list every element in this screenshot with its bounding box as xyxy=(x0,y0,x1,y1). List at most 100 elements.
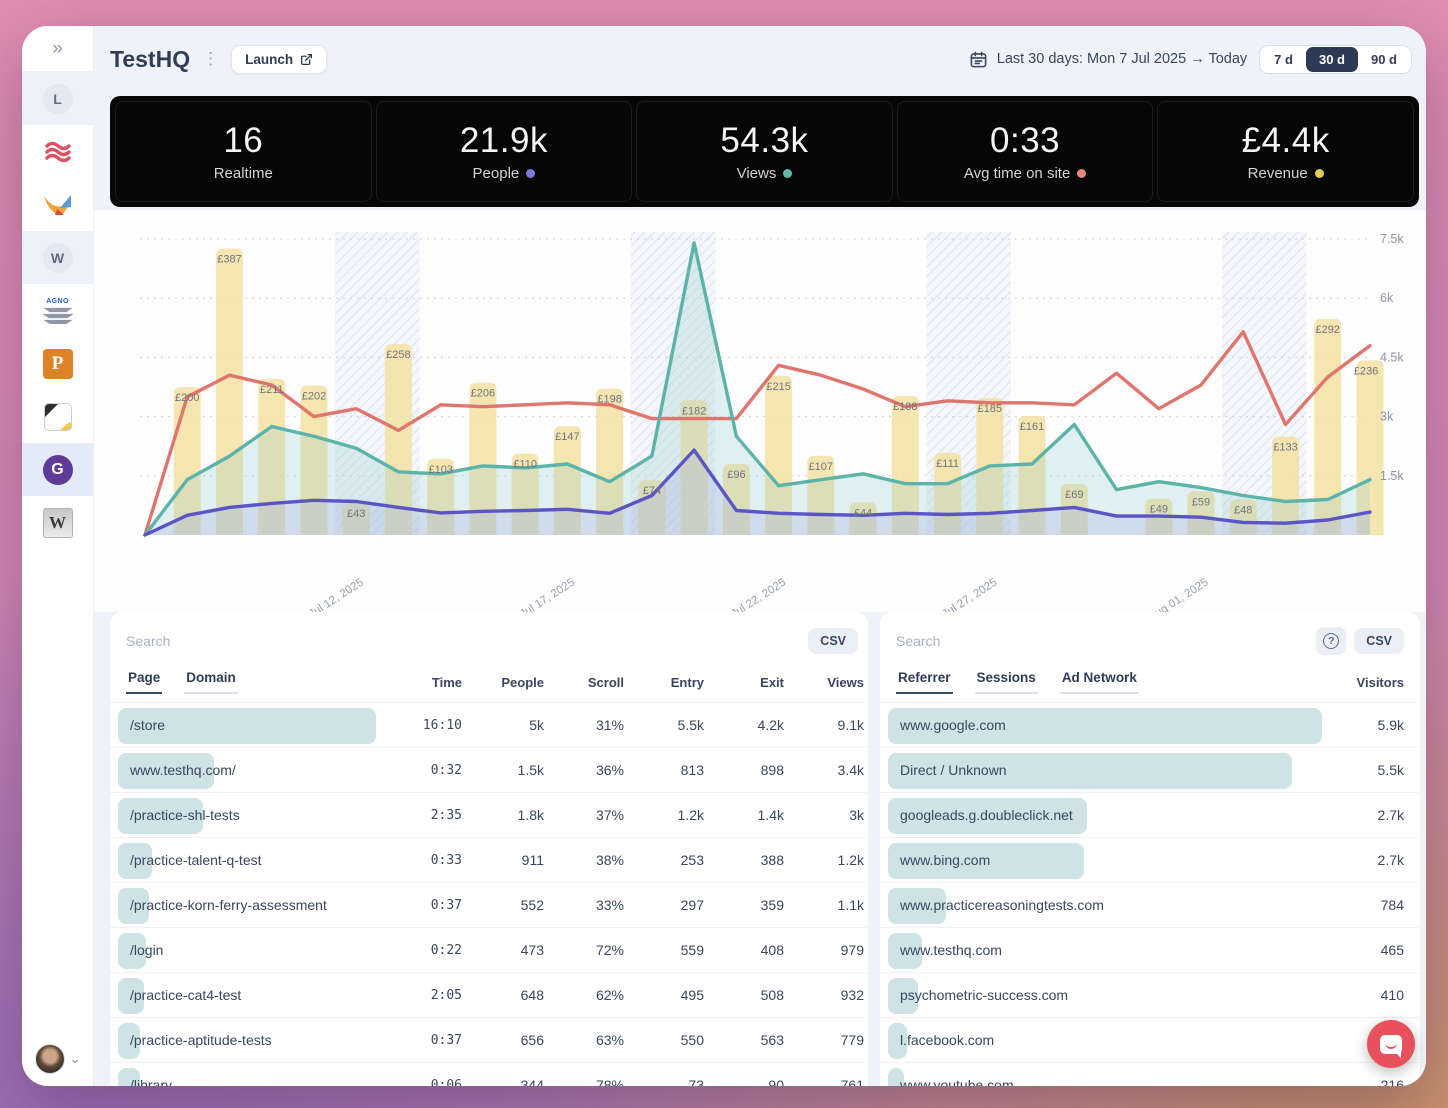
chevron-down-icon: ⌄ xyxy=(69,1051,81,1066)
revenue-bar xyxy=(765,375,793,535)
referrer-domain: www.google.com xyxy=(900,717,1006,733)
page-header: TestHQ ⋮ Launch Last 30 days: Mon 7 Jul … xyxy=(94,26,1426,92)
cell-people: 648 xyxy=(520,987,544,1003)
cell-exit: 508 xyxy=(760,987,784,1003)
pages-panel: CSV Page Domain Time People Scroll Entry… xyxy=(110,612,868,1086)
page-row[interactable]: /practice-talent-q-test 0:33 911 38% 253… xyxy=(110,837,868,882)
sidebar-site-journal[interactable] xyxy=(22,390,93,443)
date-range-picker[interactable]: Last 30 days: Mon 7 Jul 2025 → Today xyxy=(969,50,1247,69)
referrer-row[interactable]: psychometric-success.com 410 xyxy=(880,972,1420,1017)
column-header-scroll: Scroll xyxy=(587,674,624,690)
tab-referrer[interactable]: Referrer xyxy=(896,670,953,694)
revenue-bar-label: £49 xyxy=(1150,504,1168,516)
revenue-bar-label: £161 xyxy=(1020,421,1044,433)
sidebar-expand-icon[interactable]: » xyxy=(22,26,93,72)
sidebar-site-l[interactable]: L xyxy=(22,72,93,125)
revenue-bar-label: £292 xyxy=(1315,324,1339,336)
referrer-row[interactable]: Direct / Unknown 5.5k xyxy=(880,747,1420,792)
tab-domain[interactable]: Domain xyxy=(184,670,238,694)
page-path: /practice-talent-q-test xyxy=(130,852,262,868)
pages-columns-row: Page Domain Time People Scroll Entry Exi… xyxy=(110,662,868,702)
referrer-row[interactable]: www.bing.com 2.7k xyxy=(880,837,1420,882)
cell-visitors: 216 xyxy=(1380,1077,1404,1086)
help-button[interactable]: ? xyxy=(1316,627,1347,655)
referrer-domain: www.youtube.com xyxy=(900,1077,1014,1086)
sidebar-site-w[interactable]: W xyxy=(22,231,93,284)
csv-export-button[interactable]: CSV xyxy=(808,628,858,654)
referrer-domain: www.practicereasoningtests.com xyxy=(900,897,1104,913)
sidebar-site-p[interactable]: P xyxy=(22,337,93,390)
revenue-bar-label: £107 xyxy=(809,461,833,473)
referrer-row[interactable]: www.testhq.com 465 xyxy=(880,927,1420,972)
revenue-bar xyxy=(1187,491,1215,535)
revenue-bar-label: £44 xyxy=(854,507,872,519)
stat-value: 16 xyxy=(223,121,264,160)
stat-label: Avg time on site xyxy=(964,165,1087,182)
page-row[interactable]: /store 16:10 5k 31% 5.5k 4.2k 9.1k xyxy=(110,702,868,747)
page-row[interactable]: /practice-cat4-test 2:05 648 62% 495 508… xyxy=(110,972,868,1017)
sidebar-site-bird[interactable] xyxy=(22,178,93,231)
revenue-bar-label: £110 xyxy=(513,459,537,471)
cell-scroll: 63% xyxy=(595,1032,624,1048)
referrer-row[interactable]: www.google.com 5.9k xyxy=(880,702,1420,747)
tab-ad-network[interactable]: Ad Network xyxy=(1059,670,1139,694)
cell-entry: 1.2k xyxy=(677,807,704,823)
range-segmented-control: 7 d 30 d 90 d xyxy=(1259,44,1412,74)
tab-sessions[interactable]: Sessions xyxy=(974,670,1038,694)
page-row[interactable]: www.testhq.com/ 0:32 1.5k 36% 813 898 3.… xyxy=(110,747,868,792)
referrer-row[interactable]: l.facebook.com xyxy=(880,1017,1420,1062)
page-row[interactable]: /practice-shl-tests 2:35 1.8k 37% 1.2k 1… xyxy=(110,792,868,837)
stat-label: Views xyxy=(737,165,793,182)
stat-revenue[interactable]: £4.4k Revenue xyxy=(1157,101,1414,202)
search-input[interactable] xyxy=(126,633,801,649)
referrer-row[interactable]: www.practicereasoningtests.com 784 xyxy=(880,882,1420,927)
column-header-time: Time xyxy=(431,674,462,690)
sidebar-site-agno[interactable]: AGNO xyxy=(22,284,93,337)
revenue-bar-label: £182 xyxy=(682,405,706,417)
sidebar-site-wikipedia[interactable]: W xyxy=(22,496,93,549)
sidebar-site-gatsby[interactable]: G xyxy=(22,443,93,496)
referrer-row[interactable]: www.youtube.com 216 xyxy=(880,1062,1420,1086)
page-row[interactable]: /login 0:22 473 72% 559 408 979 xyxy=(110,927,868,972)
tab-page[interactable]: Page xyxy=(126,670,163,694)
stat-avg-time-on-site[interactable]: 0:33 Avg time on site xyxy=(896,101,1154,202)
range-button-30-d[interactable]: 30 d xyxy=(1305,46,1358,72)
launch-button[interactable]: Launch xyxy=(231,44,328,74)
revenue-bar-label: £185 xyxy=(978,403,1002,415)
range-button-7-d[interactable]: 7 d xyxy=(1261,47,1306,72)
site-letter-icon: P xyxy=(42,348,73,379)
cell-time: 0:06 xyxy=(430,1077,462,1087)
cell-views: 1.1k xyxy=(837,897,864,913)
y-axis-tick: 6k xyxy=(1380,291,1394,305)
revenue-bar-label: £206 xyxy=(471,388,495,400)
stat-label: Realtime xyxy=(213,165,273,182)
kebab-menu-icon[interactable]: ⋮ xyxy=(202,49,220,68)
stat-realtime[interactable]: 16 Realtime xyxy=(115,101,372,202)
page-path: /practice-cat4-test xyxy=(130,987,242,1003)
stat-views[interactable]: 54.3k Views xyxy=(636,101,893,202)
sidebar-site-list: L W AGNO P G W xyxy=(22,72,93,549)
cell-people: 1.8k xyxy=(517,807,544,823)
range-button-90-d[interactable]: 90 d xyxy=(1358,47,1410,72)
search-input[interactable] xyxy=(896,633,1309,649)
cell-people: 1.5k xyxy=(517,762,544,778)
csv-export-button[interactable]: CSV xyxy=(1354,628,1404,654)
referrer-row[interactable]: googleads.g.doubleclick.net 2.7k xyxy=(880,792,1420,837)
cell-exit: 408 xyxy=(760,942,784,958)
page-title: TestHQ xyxy=(110,45,191,72)
sidebar-site-waves[interactable] xyxy=(22,125,93,178)
cell-people: 911 xyxy=(521,852,544,868)
page-row[interactable]: /library 0:06 344 78% 73 90 761 xyxy=(110,1062,868,1086)
cell-time: 0:22 xyxy=(430,942,462,958)
cell-time: 2:35 xyxy=(430,807,462,823)
page-row[interactable]: /practice-korn-ferry-assessment 0:37 552… xyxy=(110,882,868,927)
cell-time: 0:32 xyxy=(430,762,462,778)
cell-exit: 4.2k xyxy=(757,717,784,733)
stat-people[interactable]: 21.9k People xyxy=(375,101,633,202)
user-menu[interactable]: ⌄ xyxy=(22,1044,93,1074)
chat-launcher-button[interactable] xyxy=(1367,1020,1415,1068)
column-header-entry: Entry xyxy=(670,674,704,690)
revenue-bar-label: £147 xyxy=(555,431,579,443)
page-row[interactable]: /practice-aptitude-tests 0:37 656 63% 55… xyxy=(110,1017,868,1062)
cell-scroll: 37% xyxy=(595,807,624,823)
